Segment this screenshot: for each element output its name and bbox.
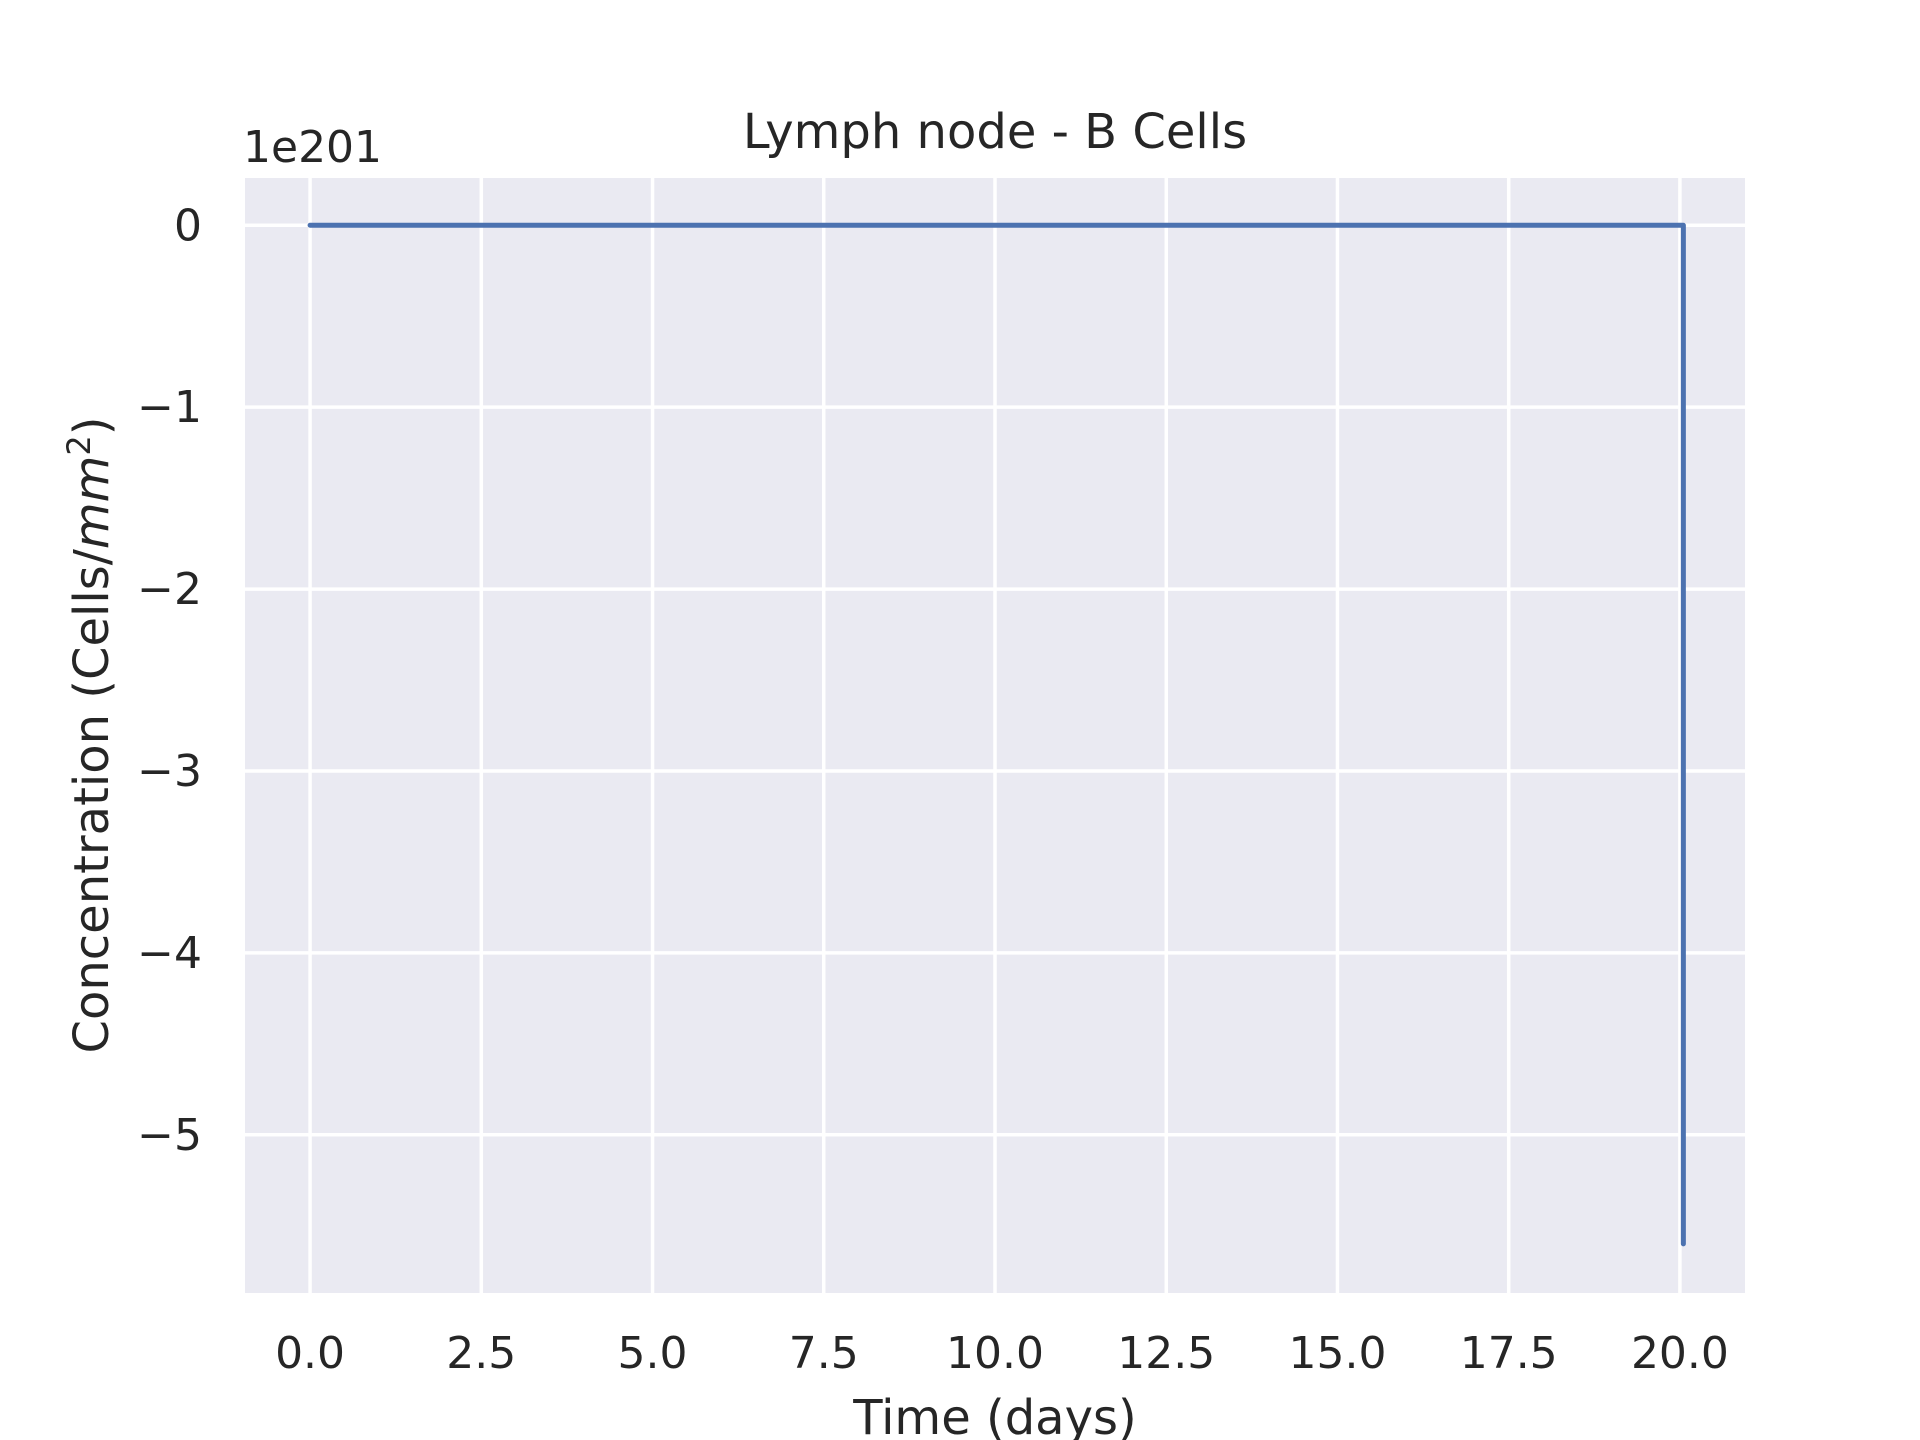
y-tick-label: −3 xyxy=(137,746,202,797)
y-axis-label: Concentration (Cells/mm2) xyxy=(60,416,120,1053)
x-tick-label: 2.5 xyxy=(446,1328,516,1379)
x-tick-label: 15.0 xyxy=(1288,1328,1386,1379)
x-tick-label: 12.5 xyxy=(1117,1328,1215,1379)
y-tick-label: −1 xyxy=(137,382,202,433)
chart-title: Lymph node - B Cells xyxy=(743,104,1247,160)
y-tick-label: −5 xyxy=(137,1110,202,1161)
series-line xyxy=(307,222,1686,1247)
y-axis-label-exponent: 2 xyxy=(60,435,98,455)
y-tick-label: −2 xyxy=(137,564,202,615)
x-tick-label: 20.0 xyxy=(1631,1328,1729,1379)
series-layer xyxy=(307,222,1686,1247)
x-tick-label: 0.0 xyxy=(275,1328,345,1379)
x-tick-label: 7.5 xyxy=(789,1328,859,1379)
y-tick-labels: 0 −1 −2 −3 −4 −5 xyxy=(137,200,202,1160)
x-tick-label: 5.0 xyxy=(618,1328,688,1379)
x-axis-label: Time (days) xyxy=(852,1390,1136,1440)
y-tick-label: 0 xyxy=(174,200,202,251)
y-axis-label-suffix: ) xyxy=(64,416,120,435)
x-tick-labels: 0.0 2.5 5.0 7.5 10.0 12.5 15.0 17.5 20.0 xyxy=(275,1328,1729,1379)
y-axis-label-prefix: Concentration (Cells/ xyxy=(64,548,120,1053)
x-gridlines xyxy=(308,178,1682,1293)
x-tick-label: 17.5 xyxy=(1460,1328,1558,1379)
y-offset-label: 1e201 xyxy=(243,122,382,173)
x-tick-label: 10.0 xyxy=(946,1328,1044,1379)
y-tick-label: −4 xyxy=(137,928,202,979)
y-axis-label-unit: mm xyxy=(64,456,120,550)
